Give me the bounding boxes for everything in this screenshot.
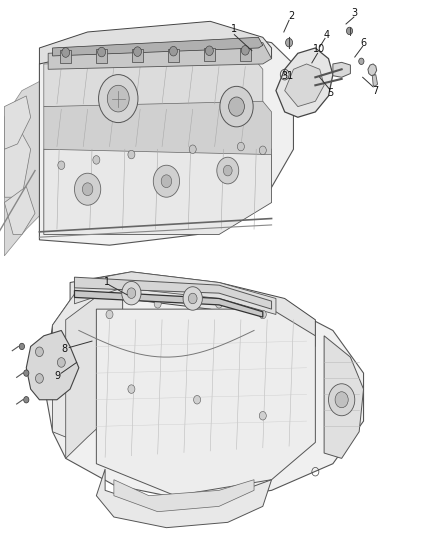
Circle shape (223, 165, 232, 176)
Polygon shape (4, 96, 31, 149)
Circle shape (62, 48, 70, 58)
Text: 1: 1 (231, 25, 237, 34)
Circle shape (237, 142, 244, 151)
Polygon shape (48, 43, 272, 69)
Text: 2: 2 (288, 11, 294, 21)
Polygon shape (333, 62, 350, 77)
Circle shape (189, 145, 196, 154)
Circle shape (217, 157, 239, 184)
Circle shape (241, 45, 249, 55)
Text: 6: 6 (360, 38, 367, 47)
Circle shape (58, 161, 65, 169)
Circle shape (346, 27, 353, 35)
Circle shape (161, 175, 172, 188)
Polygon shape (168, 49, 179, 62)
Polygon shape (132, 49, 143, 62)
Circle shape (259, 146, 266, 155)
Polygon shape (44, 101, 272, 155)
Polygon shape (26, 330, 79, 400)
Circle shape (188, 293, 197, 304)
Circle shape (98, 47, 106, 57)
Polygon shape (4, 187, 35, 235)
Polygon shape (4, 133, 31, 197)
Text: 31: 31 (281, 72, 288, 77)
Polygon shape (74, 272, 276, 314)
Circle shape (134, 47, 141, 56)
Circle shape (286, 38, 293, 47)
Polygon shape (240, 47, 251, 61)
Circle shape (170, 46, 177, 56)
Circle shape (259, 310, 266, 319)
Polygon shape (4, 75, 53, 256)
Circle shape (74, 173, 101, 205)
Polygon shape (372, 75, 378, 86)
Polygon shape (96, 309, 315, 496)
Polygon shape (96, 50, 107, 63)
Polygon shape (276, 48, 333, 117)
Circle shape (24, 397, 29, 403)
Polygon shape (60, 50, 71, 63)
Polygon shape (39, 21, 272, 64)
Polygon shape (285, 64, 324, 107)
Polygon shape (96, 469, 272, 528)
Circle shape (35, 347, 43, 357)
Circle shape (99, 75, 138, 123)
Circle shape (93, 156, 100, 164)
Circle shape (24, 370, 29, 376)
Circle shape (128, 385, 135, 393)
Circle shape (153, 165, 180, 197)
Circle shape (205, 46, 213, 55)
Circle shape (127, 288, 136, 298)
Circle shape (35, 374, 43, 383)
Polygon shape (66, 277, 123, 458)
Polygon shape (324, 336, 364, 458)
Circle shape (220, 86, 253, 127)
Text: 3: 3 (352, 9, 358, 18)
Polygon shape (204, 48, 215, 61)
Circle shape (154, 300, 161, 308)
Circle shape (106, 310, 113, 319)
Circle shape (107, 85, 129, 112)
Text: 31: 31 (281, 71, 293, 80)
Circle shape (215, 300, 223, 308)
Circle shape (335, 392, 348, 408)
Circle shape (194, 395, 201, 404)
Text: 1: 1 (104, 278, 110, 287)
Text: 5: 5 (328, 88, 334, 98)
Polygon shape (74, 277, 272, 309)
Text: 9: 9 (54, 371, 60, 381)
Circle shape (229, 97, 244, 116)
Circle shape (19, 343, 25, 350)
Polygon shape (53, 37, 263, 56)
Polygon shape (44, 59, 263, 112)
Polygon shape (74, 290, 263, 317)
Polygon shape (44, 139, 272, 235)
Polygon shape (368, 64, 377, 76)
Circle shape (359, 58, 364, 64)
Polygon shape (70, 272, 315, 346)
Circle shape (122, 281, 141, 305)
Polygon shape (114, 480, 254, 512)
Circle shape (82, 183, 93, 196)
Circle shape (128, 150, 135, 159)
Text: 10: 10 (313, 44, 325, 54)
Polygon shape (39, 32, 293, 245)
Circle shape (328, 384, 355, 416)
Polygon shape (44, 277, 364, 501)
Circle shape (57, 358, 65, 367)
Text: 7: 7 (373, 86, 379, 95)
Polygon shape (53, 277, 123, 437)
Circle shape (259, 411, 266, 420)
Circle shape (183, 287, 202, 310)
Text: 4: 4 (323, 30, 329, 39)
Text: 8: 8 (62, 344, 68, 354)
